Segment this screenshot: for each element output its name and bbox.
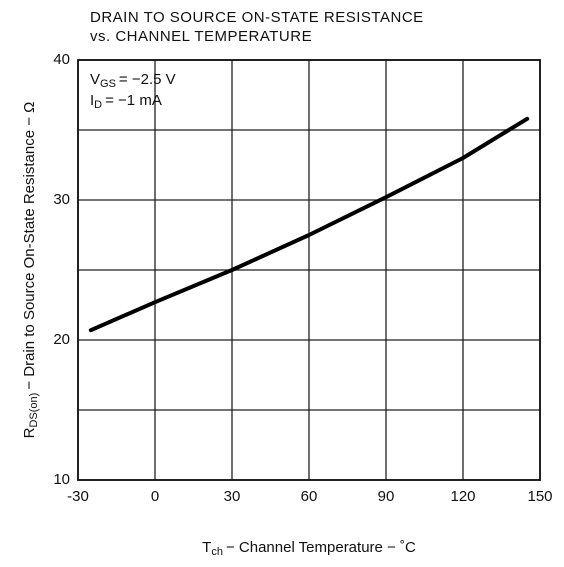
annotation-sub: GS xyxy=(100,78,116,90)
annotation-main: V xyxy=(90,71,100,88)
annotation-sub: D xyxy=(94,99,102,111)
y-tick-label: 40 xyxy=(53,51,70,68)
annotation: ID = −1 mA xyxy=(90,92,162,111)
x-tick-label: 0 xyxy=(151,488,159,505)
x-tick-label: 120 xyxy=(450,488,475,505)
annotation-rest: = −1 mA xyxy=(105,92,162,109)
x-axis-label-main: T xyxy=(202,539,211,556)
chart-title: DRAIN TO SOURCE ON-STATE RESISTANCE xyxy=(90,9,424,26)
annotation: VGS = −2.5 V xyxy=(90,71,176,90)
x-tick-label: 30 xyxy=(224,488,241,505)
x-tick-label: 90 xyxy=(378,488,395,505)
data-line xyxy=(88,116,530,333)
y-tick-label: 10 xyxy=(53,471,70,488)
y-axis-label-sub: DS(on) xyxy=(28,393,40,428)
chart-title: vs. CHANNEL TEMPERATURE xyxy=(90,28,312,45)
y-axis-label-rest: − Drain to Source On-State Resistance − … xyxy=(21,102,38,390)
y-tick-label: 20 xyxy=(53,331,70,348)
y-tick-label: 30 xyxy=(53,191,70,208)
y-axis-label-main: R xyxy=(21,427,38,438)
x-tick-label: -30 xyxy=(67,488,89,505)
plot-frame xyxy=(77,59,541,481)
annotation-rest: = −2.5 V xyxy=(119,71,176,88)
x-axis-label-sub: ch xyxy=(211,546,223,558)
annotation-main: I xyxy=(90,92,94,109)
x-axis-label: Tch − Channel Temperature − ˚C xyxy=(202,539,416,558)
x-axis-label-rest: − Channel Temperature − ˚C xyxy=(226,539,416,556)
x-tick-label: 60 xyxy=(301,488,318,505)
x-tick-label: 150 xyxy=(527,488,552,505)
y-axis-label: RDS(on) − Drain to Source On-State Resist… xyxy=(21,102,40,439)
